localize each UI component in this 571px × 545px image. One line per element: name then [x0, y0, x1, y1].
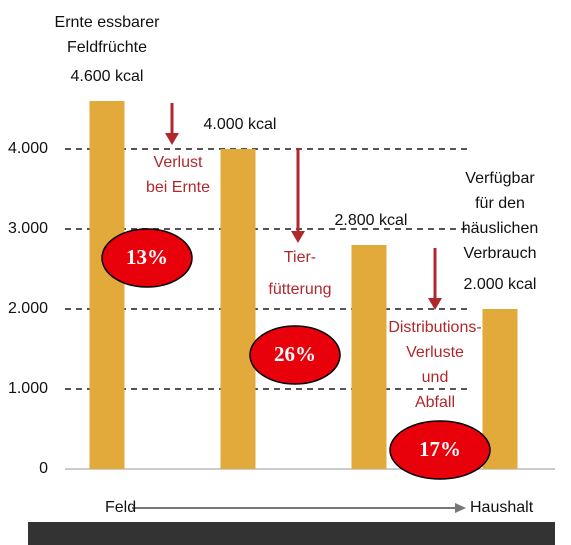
bar-title: für den: [475, 195, 525, 212]
loss-label: fütterung: [268, 281, 331, 298]
y-tick-label: 2.000: [8, 300, 48, 317]
loss-label: Tier-: [284, 249, 316, 266]
bar: [351, 245, 387, 469]
loss-label: Distributions-: [388, 319, 481, 336]
bar-title: häuslichen: [462, 220, 539, 237]
bar: [89, 101, 125, 469]
y-tick-label: 0: [39, 460, 48, 477]
loss-arrow-head: [291, 231, 305, 243]
loss-label: bei Ernte: [146, 179, 210, 196]
value-label: 4.600 kcal: [71, 68, 144, 85]
y-tick-label: 4.000: [8, 140, 48, 157]
y-tick-label: 3.000: [8, 220, 48, 237]
loss-percent: 26%: [274, 342, 316, 366]
value-label: 2.800 kcal: [335, 212, 408, 229]
loss-percent: 13%: [126, 245, 168, 269]
footer-band: [28, 522, 555, 545]
loss-label: Verluste: [406, 344, 464, 361]
loss-arrow-head: [165, 133, 179, 145]
value-label: 2.000 kcal: [464, 276, 537, 293]
loss-label: Abfall: [415, 394, 455, 411]
loss-arrow-head: [428, 298, 442, 310]
flow-arrow-head: [455, 503, 466, 513]
loss-ellipse: [249, 325, 341, 385]
bar-title: Verfügbar: [465, 170, 535, 187]
bar: [220, 149, 256, 469]
loss-ellipse: [389, 420, 491, 480]
value-label: 4.000 kcal: [204, 116, 277, 133]
bar-title: Feldfrüchte: [67, 39, 147, 56]
x-end-label: Haushalt: [470, 499, 534, 516]
loss-label: Verlust: [154, 154, 203, 171]
loss-ellipse: [101, 228, 193, 288]
bar-title: Ernte essbarer: [55, 14, 161, 31]
y-tick-label: 1.000: [8, 380, 48, 397]
bar-title: Verbrauch: [464, 245, 537, 262]
loss-percent: 17%: [419, 437, 461, 461]
x-start-label: Feld: [105, 499, 136, 516]
loss-label: und: [422, 369, 449, 386]
